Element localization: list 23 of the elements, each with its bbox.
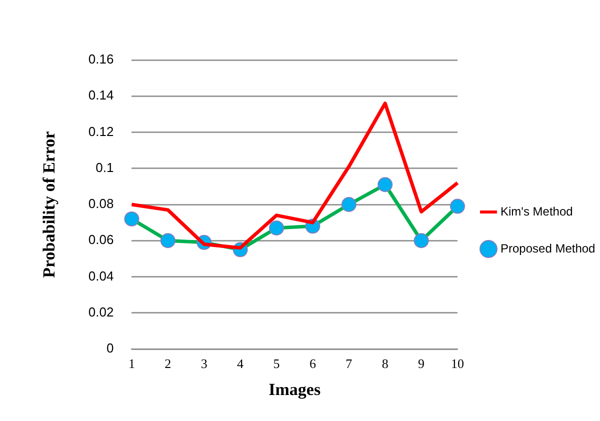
x-axis-title: Images [268,380,321,400]
y-tick-label: 0.06 [88,232,114,248]
x-tick-label: 9 [418,356,425,372]
x-tick-label: 7 [346,356,353,372]
y-tick-label: 0.04 [88,268,114,284]
y-tick-label: 0 [106,340,114,356]
legend-label: Proposed Method [500,241,596,256]
x-tick-label: 10 [451,356,464,372]
x-tick-label: 5 [273,356,280,372]
y-tick-label: 0.1 [96,160,114,175]
legend-label: Kim's Method [500,204,573,218]
x-tick-label: 1 [128,356,135,372]
x-tick-label: 4 [237,356,244,372]
x-tick-label: 3 [200,356,208,372]
x-tick-label: 8 [382,356,388,372]
y-tick-label: 0.12 [88,124,114,139]
y-tick-label: 0.14 [88,88,114,103]
y-tick-label: 0.16 [88,52,114,67]
y-axis-title: Probability of Error [40,130,59,278]
y-tick-label: 0.02 [88,304,114,320]
x-tick-label: 2 [164,356,172,372]
x-tick-label: 6 [309,356,316,372]
y-tick-label: 0.08 [88,196,114,212]
